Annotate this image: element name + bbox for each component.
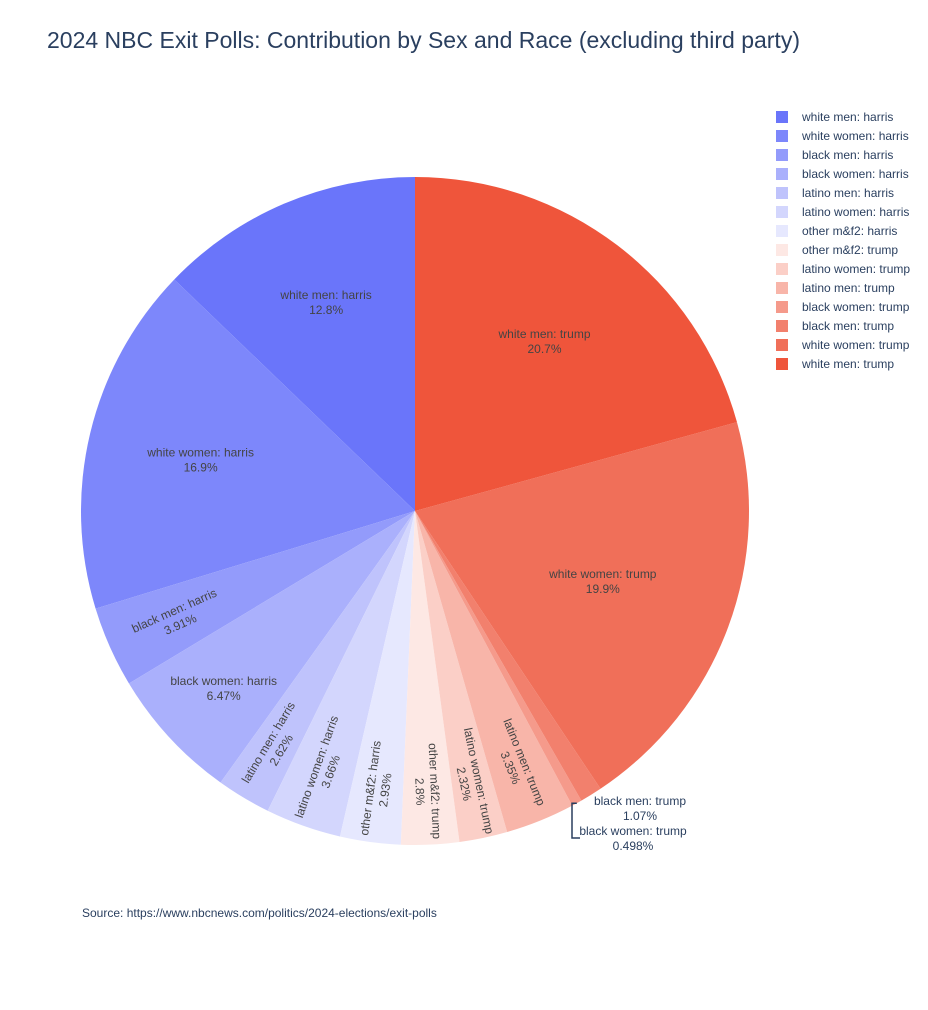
slice-label-value: 16.9% (184, 461, 218, 475)
legend-swatch (776, 300, 788, 313)
legend-swatch (776, 186, 788, 199)
legend-item[interactable]: latino men: harris (776, 183, 910, 202)
slice-label-value: 2.32% (454, 766, 475, 802)
pie-slice-3[interactable] (128, 511, 415, 783)
pie-slice-13[interactable] (415, 177, 737, 511)
legend-label: white men: trump (802, 356, 895, 371)
slice-label-name: white women: trump (548, 567, 657, 581)
legend-item[interactable]: white women: harris (776, 126, 910, 145)
slice-label-name: other m&f2: trump (426, 743, 444, 840)
chart-legend: white men: harris white women: harris blac… (776, 107, 910, 373)
legend-item[interactable]: black women: harris (776, 164, 910, 183)
slice-label-name: black men: trump (594, 794, 686, 808)
chart-title: 2024 NBC Exit Polls: Contribution by Sex… (47, 27, 800, 53)
legend-label: black women: harris (802, 166, 909, 181)
pie-slice-10[interactable] (415, 511, 582, 806)
legend-item[interactable]: black women: trump (776, 297, 910, 316)
slice-label-name: white men: trump (497, 327, 590, 341)
legend-swatch (776, 110, 788, 123)
legend-swatch (776, 319, 788, 332)
legend-label: black women: trump (802, 299, 910, 314)
legend-swatch (776, 167, 788, 180)
pie-slice-7[interactable] (400, 511, 460, 846)
legend-label: latino women: harris (802, 204, 910, 219)
pie-slice-5[interactable] (267, 511, 415, 837)
pie-slice-1[interactable] (80, 279, 416, 609)
slice-label-name: black women: trump (579, 824, 687, 838)
pie-slice-12[interactable] (415, 422, 750, 789)
legend-label: black men: harris (802, 147, 894, 162)
legend-item[interactable]: latino men: trump (776, 278, 910, 297)
legend-item[interactable]: other m&f2: trump (776, 240, 910, 259)
legend-label: other m&f2: harris (802, 223, 898, 238)
legend-swatch (776, 129, 788, 142)
legend-label: other m&f2: trump (802, 242, 899, 257)
legend-item[interactable]: black men: trump (776, 316, 910, 335)
legend-item[interactable]: white women: trump (776, 335, 910, 354)
legend-swatch (776, 281, 788, 294)
legend-label: latino men: trump (802, 280, 895, 295)
slice-label-name: black women: harris (170, 674, 277, 688)
pie-slice-2[interactable] (95, 511, 415, 684)
legend-label: latino women: trump (802, 261, 911, 276)
pie-slice-0[interactable] (174, 177, 415, 511)
pie-slices (80, 177, 750, 846)
pie-slice-6[interactable] (339, 511, 415, 845)
pie-slice-8[interactable] (415, 511, 508, 843)
legend-label: white women: trump (802, 337, 910, 352)
legend-item[interactable]: black men: harris (776, 145, 910, 164)
legend-swatch (776, 205, 788, 218)
slice-label-value: 12.8% (309, 303, 343, 317)
slice-label-value: 19.9% (586, 582, 620, 596)
slice-label-value: 2.8% (412, 778, 427, 806)
slice-label-value: 20.7% (527, 342, 561, 356)
slice-label-value: 1.07% (623, 809, 657, 823)
legend-swatch (776, 262, 788, 275)
legend-swatch (776, 243, 788, 256)
slice-label-name: white men: harris (279, 288, 371, 302)
pie-slice-11[interactable] (415, 511, 601, 801)
legend-label: white men: harris (802, 109, 894, 124)
legend-item[interactable]: latino women: harris (776, 202, 910, 221)
pie-slice-4[interactable] (220, 511, 415, 811)
legend-item[interactable]: white men: harris (776, 107, 910, 126)
legend-swatch (776, 357, 788, 370)
slice-label-name: white women: harris (146, 446, 254, 460)
source-note: Source: https://www.nbcnews.com/politics… (82, 906, 437, 920)
legend-item[interactable]: other m&f2: harris (776, 221, 910, 240)
legend-swatch (776, 148, 788, 161)
legend-label: white women: harris (802, 128, 909, 143)
legend-swatch (776, 224, 788, 237)
legend-item[interactable]: white men: trump (776, 354, 910, 373)
leader-line (571, 802, 580, 839)
slice-label-value: 2.93% (376, 772, 394, 808)
slice-label-value: 6.47% (207, 689, 241, 703)
pie-slice-9[interactable] (415, 511, 573, 833)
slice-label-value: 0.498% (613, 839, 654, 853)
legend-label: latino men: harris (802, 185, 895, 200)
legend-item[interactable]: latino women: trump (776, 259, 910, 278)
legend-swatch (776, 338, 788, 351)
legend-label: black men: trump (802, 318, 895, 333)
